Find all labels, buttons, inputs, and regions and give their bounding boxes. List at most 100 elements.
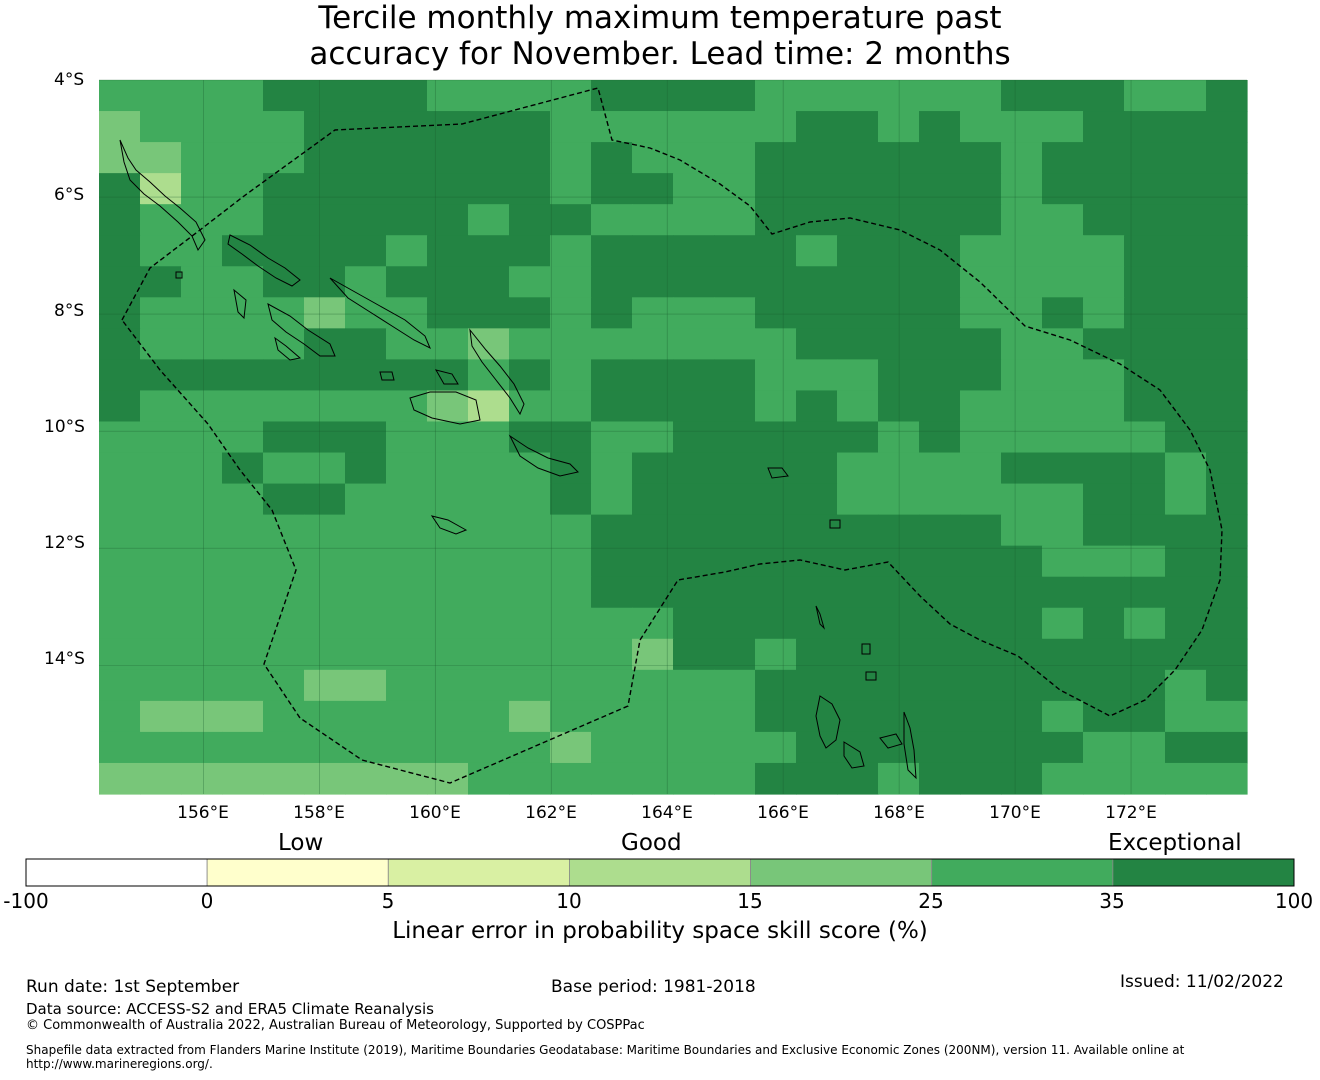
lon-label-172e: 172°E — [1105, 803, 1157, 823]
grid-cell — [1083, 700, 1125, 733]
grid-cell — [632, 111, 674, 143]
grid-cell — [1001, 607, 1043, 640]
grid-cell — [1206, 173, 1248, 205]
grid-cell — [263, 607, 305, 640]
grid-cell — [181, 297, 223, 329]
skill-grid — [99, 80, 1248, 795]
lon-label-158e: 158°E — [293, 803, 345, 823]
grid-cell — [837, 607, 879, 640]
grid-cell — [386, 235, 428, 267]
grid-cell — [878, 576, 920, 609]
grid-cell — [386, 762, 428, 795]
colorbar-tick-4: 15 — [737, 889, 763, 913]
grid-cell — [386, 359, 428, 392]
grid-cell — [919, 173, 961, 205]
grid-cell — [427, 421, 469, 454]
grid-cell — [632, 452, 674, 485]
grid-cell — [304, 111, 346, 143]
grid-cell — [837, 421, 879, 454]
grid-cell — [796, 328, 838, 360]
grid-cell — [714, 328, 756, 360]
grid-cell — [878, 142, 920, 174]
grid-cell — [1042, 297, 1084, 329]
grid-cell — [1001, 483, 1043, 516]
grid-cell — [140, 483, 182, 516]
grid-cell — [837, 483, 879, 516]
grid-cell — [673, 266, 715, 298]
grid-cell — [632, 359, 674, 392]
grid-cell — [222, 204, 264, 236]
grid-cell — [1042, 545, 1084, 578]
grid-cell — [140, 421, 182, 454]
grid-cell — [550, 204, 592, 236]
grid-cell — [427, 359, 469, 392]
grid-cell — [468, 235, 510, 267]
grid-cell — [550, 483, 592, 516]
grid-cell — [755, 80, 797, 112]
grid-cell — [960, 762, 1002, 795]
grid-cell — [960, 359, 1002, 392]
grid-cell — [1165, 328, 1207, 360]
grid-cell — [796, 669, 838, 702]
grid-cell — [755, 328, 797, 360]
grid-cell — [919, 421, 961, 454]
grid-cell — [509, 173, 551, 205]
grid-cell — [1206, 80, 1248, 112]
grid-cell — [919, 545, 961, 578]
grid-cell — [673, 762, 715, 795]
grid-cell — [304, 545, 346, 578]
grid-cell — [468, 638, 510, 671]
grid-cell — [1083, 359, 1125, 392]
grid-cell — [1083, 297, 1125, 329]
lon-label-162e: 162°E — [525, 803, 577, 823]
grid-cell — [1124, 421, 1166, 454]
grid-cell — [673, 173, 715, 205]
grid-cell — [468, 762, 510, 795]
grid-cell — [1001, 514, 1043, 547]
grid-cell — [304, 731, 346, 764]
grid-cell — [1165, 731, 1207, 764]
grid-cell — [1124, 700, 1166, 733]
grid-cell — [140, 762, 182, 795]
grid-cell — [509, 204, 551, 236]
grid-cell — [755, 762, 797, 795]
grid-cell — [960, 545, 1002, 578]
grid-cell — [550, 545, 592, 578]
grid-cell — [345, 762, 387, 795]
grid-cell — [673, 731, 715, 764]
grid-cell — [1206, 669, 1248, 702]
grid-cell — [427, 638, 469, 671]
grid-cell — [1001, 204, 1043, 236]
colorbar-tick-2: 5 — [381, 889, 395, 913]
grid-cell — [140, 514, 182, 547]
grid-cell — [1124, 328, 1166, 360]
grid-cell — [1165, 297, 1207, 329]
grid-cell — [591, 762, 633, 795]
grid-cell — [878, 638, 920, 671]
grid-cell — [1042, 80, 1084, 112]
grid-cell — [427, 235, 469, 267]
colorbar-swatch — [569, 858, 751, 887]
grid-cell — [386, 638, 428, 671]
grid-cell — [1001, 359, 1043, 392]
grid-cell — [181, 80, 223, 112]
grid-cell — [263, 669, 305, 702]
grid-cell — [222, 576, 264, 609]
grid-cell — [263, 173, 305, 205]
grid-cell — [837, 328, 879, 360]
grid-cell — [1083, 421, 1125, 454]
grid-cell — [1165, 390, 1207, 423]
grid-cell — [468, 607, 510, 640]
grid-cell — [1165, 142, 1207, 174]
grid-cell — [99, 359, 141, 392]
category-low: Low — [278, 830, 324, 856]
grid-cell — [99, 731, 141, 764]
grid-cell — [140, 111, 182, 143]
grid-cell — [304, 80, 346, 112]
grid-cell — [632, 700, 674, 733]
grid-cell — [591, 266, 633, 298]
grid-cell — [345, 328, 387, 360]
grid-cell — [263, 576, 305, 609]
grid-cell — [796, 576, 838, 609]
grid-cell — [755, 607, 797, 640]
